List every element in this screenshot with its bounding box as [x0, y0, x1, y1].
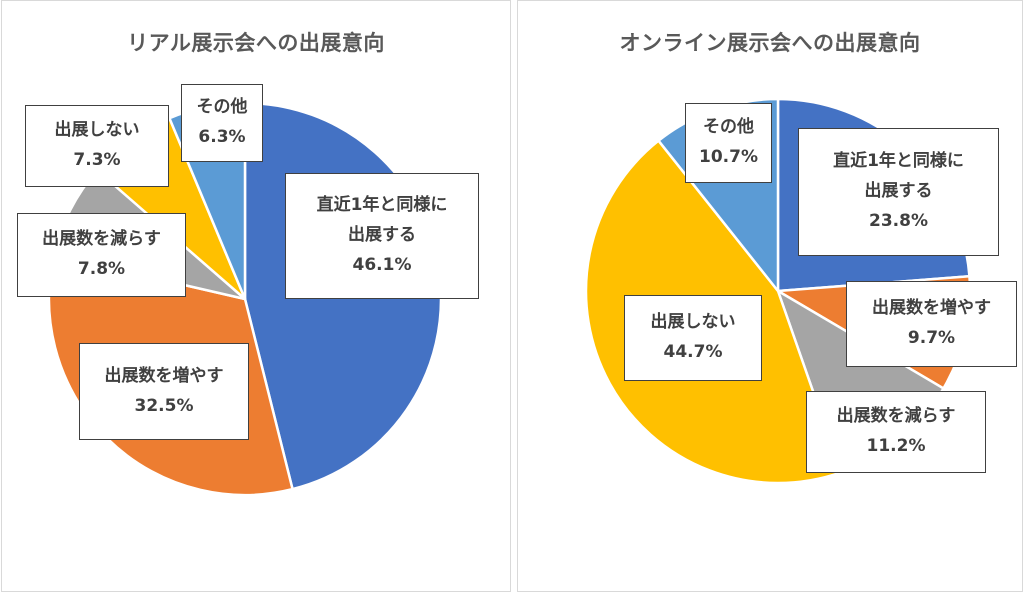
data-label-other: その他 10.7%	[685, 103, 772, 183]
data-label-decrease: 出展数を減らす 7.8%	[17, 213, 186, 297]
data-label-category: 出展しない	[54, 120, 140, 141]
data-label-not-exhibit: 出展しない 7.3%	[25, 105, 169, 187]
data-label-increase: 出展数を増やす 9.7%	[846, 281, 1017, 367]
data-label-category: 出展数を減らす	[836, 406, 956, 427]
data-label-value: 7.3%	[73, 150, 121, 170]
data-label-value: 32.5%	[134, 395, 194, 416]
data-label-value: 7.8%	[77, 259, 126, 279]
data-label-same-as-last-year: 直近1年と同様に 出展する 23.8%	[798, 128, 999, 256]
data-label-category: 出展数を増やす	[104, 365, 224, 386]
data-label-value: 23.8%	[869, 210, 928, 231]
data-label-category: 出展しない	[650, 312, 736, 333]
chart-title: オンライン展示会への出展意向	[619, 31, 921, 55]
data-label-category: 直近1年と同様に	[316, 195, 448, 216]
chart-title: リアル展示会への出展意向	[127, 31, 385, 55]
data-label-category: その他	[196, 97, 248, 118]
data-label-category: 出展数を減らす	[42, 229, 161, 250]
data-label-category: その他	[703, 117, 754, 138]
data-label-category: 直近1年と同様に	[833, 151, 964, 172]
data-label-value: 10.7%	[699, 147, 758, 167]
data-label-value: 9.7%	[907, 328, 956, 348]
data-label-value: 46.1%	[352, 254, 412, 275]
data-label-category: 出展数を増やす	[872, 298, 991, 319]
data-label-value: 6.3%	[198, 127, 246, 147]
data-label-category: 出展する	[864, 181, 933, 202]
data-label-increase: 出展数を増やす 32.5%	[79, 343, 249, 440]
data-label-value: 44.7%	[663, 342, 723, 362]
data-label-same-as-last-year: 直近1年と同様に 出展する 46.1%	[285, 173, 479, 299]
chart-online-exhibition: オンライン展示会への出展意向 直近1年と同様に 出展する 23.8% 出展数を増やす 9…	[517, 0, 1023, 592]
data-label-decrease: 出展数を減らす 11.2%	[806, 391, 986, 473]
data-label-category: 出展する	[348, 225, 416, 246]
data-label-other: その他 6.3%	[181, 84, 263, 162]
data-label-not-exhibit: 出展しない 44.7%	[624, 295, 762, 381]
chart-real-exhibition: リアル展示会への出展意向 直近1年と同様に 出展する 46.1% 出展数を増やす 32.…	[1, 0, 511, 592]
data-label-value: 11.2%	[866, 436, 926, 456]
